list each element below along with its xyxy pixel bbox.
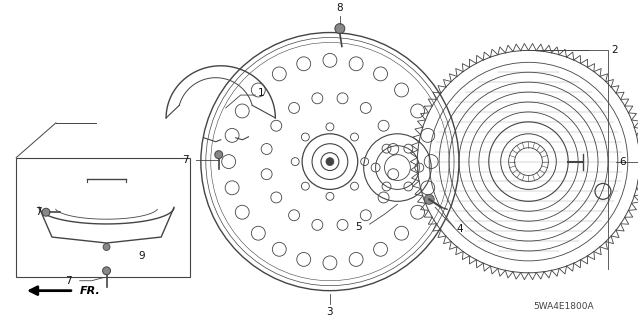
Text: 7: 7 [182,155,189,165]
Circle shape [215,151,223,159]
Text: 7: 7 [35,207,42,217]
Circle shape [102,267,111,275]
Circle shape [103,243,110,250]
Text: 8: 8 [337,3,343,13]
Circle shape [335,24,345,33]
Text: 1: 1 [257,88,264,98]
Text: 6: 6 [619,157,625,167]
Text: 9: 9 [138,251,145,261]
Text: 5WA4E1800A: 5WA4E1800A [533,302,593,311]
Text: FR.: FR. [80,286,100,296]
Text: 5: 5 [355,222,362,232]
Text: 4: 4 [456,224,463,234]
Text: 2: 2 [611,45,618,56]
Circle shape [326,158,334,166]
Bar [16,158,190,277]
Circle shape [42,208,50,216]
Circle shape [424,194,434,204]
Text: 7: 7 [65,276,72,286]
Text: 3: 3 [326,307,333,316]
